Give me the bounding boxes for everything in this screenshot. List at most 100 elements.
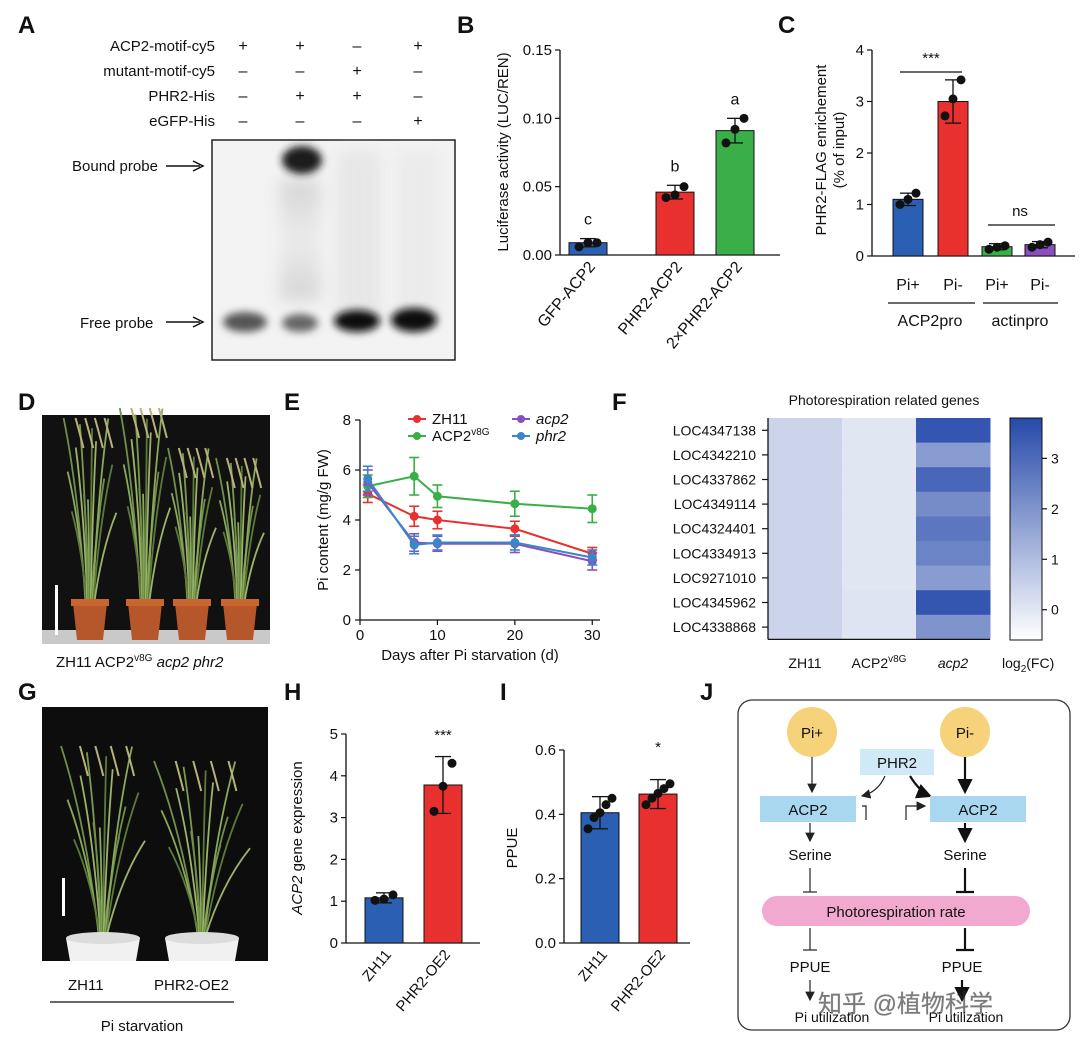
data-point (583, 824, 593, 834)
ppue-left-label: PPUE (790, 959, 831, 976)
photorespiration-label: Photorespiration rate (826, 904, 965, 921)
photo-d-caption: ZH11 ACP2v8G acp2 phr2 (56, 653, 224, 671)
heatmap-col-label: ZH11 (788, 655, 821, 671)
y-axis-label: ACP2 gene expression (289, 761, 306, 915)
y-tick-label: 2 (343, 562, 351, 579)
photorespiration-bar (762, 896, 1030, 926)
y-tick-label: 0.15 (523, 42, 552, 59)
y-tick-label: 4 (343, 512, 351, 529)
condition-row-label: PHR2-His (148, 88, 215, 105)
panel-f: F Photorespiration related genes LOC43471… (612, 389, 1059, 675)
heatmap-cell (768, 418, 843, 444)
heatmap-cell (916, 418, 991, 444)
data-point (432, 515, 442, 525)
x-category-label: PHR2-OE2 (393, 947, 454, 1015)
pi-plus-label: Pi+ (801, 725, 823, 742)
colorbar (1009, 417, 1043, 641)
heatmap-cell (768, 442, 843, 468)
y-axis-label: Luciferase activity (LUC/REN) (495, 52, 512, 251)
pi-minus-circle (940, 707, 990, 757)
x-category-label: Pi- (1030, 277, 1050, 294)
significance-mark: *** (434, 727, 452, 744)
heatmap-col-label: acp2 (938, 655, 969, 671)
condition-mark: – (239, 88, 248, 105)
panel-letter-h: H (284, 679, 301, 706)
luciferase-chart: 0.00 0.05 0.10 0.15 c b a Luciferase activity (… (495, 42, 780, 352)
data-point (379, 894, 389, 904)
heatmap-row-label: LOC4334913 (673, 545, 757, 561)
data-point (984, 244, 994, 254)
y-tick-label: 0.05 (523, 179, 552, 196)
sig-left: *** (922, 50, 940, 67)
acp2-expression-chart: 0 1 2 3 4 5 *** ACP2 gene expression ZH11PHR2-OE… (289, 726, 480, 1015)
data-point (730, 124, 740, 134)
data-point (911, 188, 921, 198)
pi-utilization-left-label: Pi utilization (795, 1009, 870, 1025)
data-point (1043, 237, 1053, 247)
data-point (370, 895, 380, 905)
x-category-label: PHR2-OE2 (608, 947, 669, 1015)
heatmap-cell (768, 516, 843, 542)
x-category-label: ZH11 (575, 947, 611, 985)
condition-mark: – (239, 63, 248, 80)
data-point (510, 524, 520, 534)
data-point (592, 238, 602, 248)
y-tick-label: 6 (343, 462, 351, 479)
data-point (647, 793, 657, 803)
heatmap-cell (768, 467, 843, 493)
legend-label: acp2 (536, 411, 569, 428)
panel-h: H 0 1 2 3 4 5 *** ACP2 gene expression ZH11PHR2-… (284, 679, 480, 1015)
heatmap-cell (916, 491, 991, 517)
heatmap-row-label: LOC4338868 (673, 619, 757, 635)
acp2-right-box (930, 796, 1026, 822)
heatmap-row-label: LOC4345962 (673, 595, 757, 611)
heatmap-cell (916, 442, 991, 468)
condition-mark: + (295, 38, 304, 55)
legend-label: phr2 (535, 428, 567, 445)
condition-mark: + (413, 38, 422, 55)
heatmap-cell (842, 491, 917, 517)
pi-plus-circle (787, 707, 837, 757)
panel-e: E 0 2 4 6 8 0 10 20 30 Days after Pi starvation (… (284, 389, 601, 664)
panel-letter-b: B (457, 12, 474, 39)
pi-minus-label: Pi- (956, 725, 974, 742)
heatmap-row-label: LOC4347138 (673, 422, 757, 438)
data-point (447, 758, 457, 768)
series-line (366, 478, 593, 559)
condition-mark: – (296, 63, 305, 80)
data-point (409, 511, 419, 521)
heatmap-title: Photorespiration related genes (789, 392, 980, 408)
data-point (432, 491, 442, 501)
condition-row-label: eGFP-His (149, 113, 215, 130)
panel-c: C 0 1 2 3 4 PHR2-FLAG enrichement (% of input)… (778, 12, 1075, 330)
panel-j: J Pi+ Pi- PHR2 ACP2 ACP2 Se (700, 679, 1071, 1031)
bar (937, 101, 969, 257)
heatmap-cell (768, 565, 843, 591)
y-tick-label: 4 (330, 768, 338, 785)
data-point (388, 890, 398, 900)
condition-mark: – (414, 63, 423, 80)
heatmap-row-label: LOC4342210 (673, 447, 757, 463)
x-tick-label: 0 (356, 627, 364, 644)
heatmap-cell (916, 467, 991, 493)
heatmap-cell (768, 541, 843, 567)
emsa-gel-image (211, 139, 456, 361)
heatmap-row-label: LOC4349114 (674, 496, 756, 512)
data-point (1035, 240, 1045, 250)
y-tick-label: 0.10 (523, 110, 552, 127)
data-point (409, 471, 419, 481)
bar (580, 812, 620, 944)
data-point (992, 242, 1002, 252)
legend-swatch-dot (517, 432, 525, 440)
heatmap-cell (842, 541, 917, 567)
free-probe-label: Free probe (80, 315, 153, 332)
heatmap-cell (916, 590, 991, 616)
significance-letter: a (731, 91, 740, 108)
data-point (409, 540, 419, 550)
free-probe-arrow (166, 316, 205, 328)
panel-a: A ACP2-motif-cy5 + + – + mutant-motif-cy5 – – + –… (18, 12, 456, 361)
y-axis-label: Pi content (mg/g FW) (315, 449, 332, 591)
panel-letter-c: C (778, 12, 795, 39)
y-tick-label: 2 (330, 851, 338, 868)
bar (892, 198, 924, 257)
